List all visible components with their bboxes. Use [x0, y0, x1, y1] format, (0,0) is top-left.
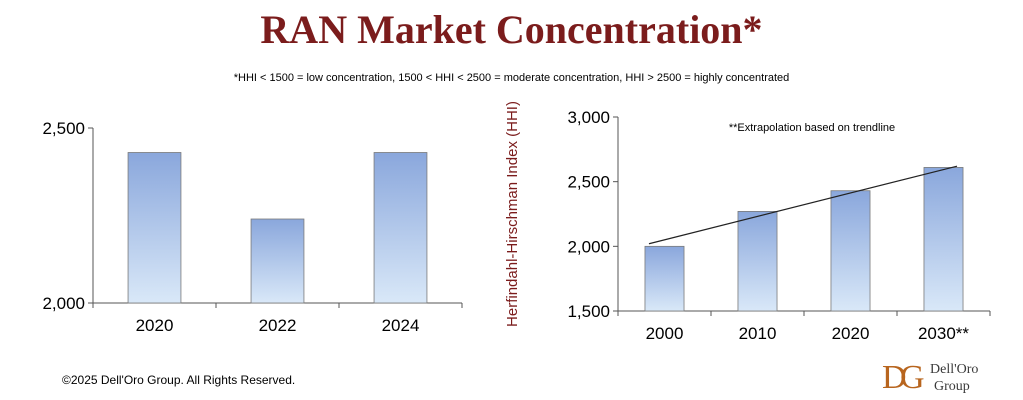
bar-2024: [373, 152, 428, 304]
x-tick-label: 2030**: [918, 324, 969, 343]
trendline-annotation: **Extrapolation based on trendline: [729, 122, 895, 134]
bar-2000: [644, 245, 685, 312]
bar-2020: [830, 190, 871, 312]
x-tick-label: 2020: [136, 316, 174, 335]
bar-2010: [737, 211, 778, 312]
y-tick-label: 2,500: [42, 119, 85, 138]
x-tick-label: 2010: [739, 324, 777, 343]
logo-line2: Group: [934, 379, 970, 394]
y-tick-label: 2,500: [567, 173, 610, 192]
logo-line1: Dell'Oro: [930, 362, 978, 377]
bar-2020: [127, 152, 182, 304]
chart-title: RAN Market Concentration*: [260, 7, 763, 52]
y-tick-label: 2,000: [42, 294, 85, 313]
y-axis-label: Herfindahl-Hirschman Index (HHI): [504, 101, 521, 327]
y-axis-label: Herfindahl-Hirschman Index (HHI): [0, 103, 10, 329]
y-tick-label: 1,500: [567, 302, 610, 321]
trendline: [648, 165, 958, 245]
bar-2022: [250, 218, 305, 304]
concentration-footnote: *HHI < 1500 = low concentration, 1500 < …: [233, 72, 790, 84]
right-bar-chart: 1,500 2,000 2,500 3,000 2000 2010 2020 2030** He…: [504, 101, 991, 343]
dell-oro-logo: D G Dell'Oro Group: [882, 359, 978, 395]
y-tick-label: 2,000: [567, 237, 610, 256]
bar-2030: [923, 167, 964, 312]
y-tick-label: 3,000: [567, 108, 610, 127]
left-bar-chart: 2,000 2,500 2020 2022 2024 Herfindahl-Hirschm…: [0, 103, 463, 335]
x-tick-label: 2024: [382, 316, 420, 335]
x-tick-label: 2020: [832, 324, 870, 343]
copyright-text: ©2025 Dell'Oro Group. All Rights Reserve…: [62, 373, 296, 387]
svg-text:G: G: [900, 359, 925, 395]
svg-text:D: D: [882, 359, 907, 395]
x-tick-label: 2022: [259, 316, 297, 335]
x-tick-label: 2000: [646, 324, 684, 343]
